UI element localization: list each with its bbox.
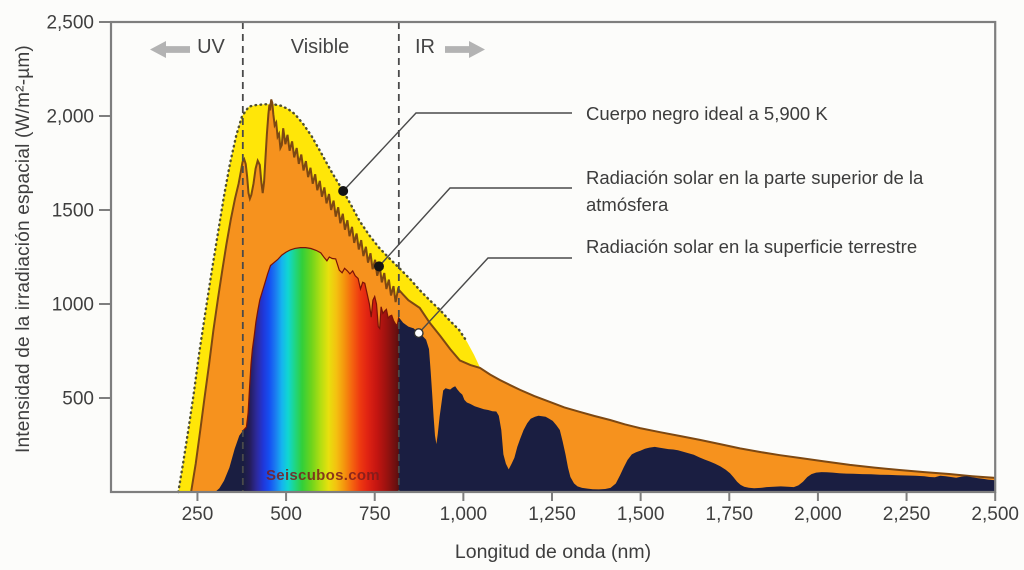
ir-band-label: IR bbox=[415, 36, 435, 58]
y-tick-label: 2,500 bbox=[46, 13, 94, 34]
x-tick-label: 2,500 bbox=[971, 504, 1019, 525]
toa-edge bbox=[190, 99, 996, 493]
x-tick-label: 1,000 bbox=[440, 504, 488, 525]
surface-area bbox=[215, 247, 996, 492]
callout-line-0 bbox=[342, 112, 572, 192]
surface-rainbow-overlay bbox=[242, 247, 399, 493]
x-tick-label: 1,500 bbox=[617, 504, 665, 525]
x-tick-label: 250 bbox=[182, 504, 214, 525]
x-tick-label: 1,750 bbox=[706, 504, 754, 525]
plot-border bbox=[109, 20, 997, 494]
uv-band-label: UV bbox=[197, 36, 225, 58]
y-tick-label: 1500 bbox=[52, 201, 94, 222]
x-tick-label: 1,250 bbox=[528, 504, 576, 525]
visible-band-label: Visible bbox=[290, 36, 350, 58]
y-tick-label: 2,000 bbox=[46, 107, 94, 128]
blackbody-dotted-edge bbox=[177, 103, 469, 494]
x-tick-label: 2,250 bbox=[883, 504, 931, 525]
callout-dot-0 bbox=[338, 186, 349, 197]
annotation-blackbody: Cuerpo negro ideal a 5,900 K bbox=[586, 103, 828, 124]
callout-line-1 bbox=[378, 187, 572, 267]
callout-dot-2 bbox=[413, 328, 424, 339]
annotation-top-of-atmosphere: Radiación solar en la parte superior de … bbox=[586, 167, 924, 215]
y-axis-title: Intensidad de la irradiación espacial (W… bbox=[13, 45, 34, 453]
x-tick-label: 2,000 bbox=[794, 504, 842, 525]
annotation-surface: Radiación solar en la superficie terrest… bbox=[586, 236, 918, 257]
watermark: Seiscubos.com bbox=[266, 467, 380, 484]
callout-line-2 bbox=[418, 257, 572, 334]
y-tick-label: 1000 bbox=[52, 295, 94, 316]
y-tick-label: 500 bbox=[62, 389, 94, 410]
x-axis-title: Longitud de onda (nm) bbox=[454, 541, 652, 563]
x-tick-label: 750 bbox=[359, 504, 391, 525]
callout-dot-1 bbox=[373, 261, 384, 272]
x-tick-label: 500 bbox=[270, 504, 302, 525]
